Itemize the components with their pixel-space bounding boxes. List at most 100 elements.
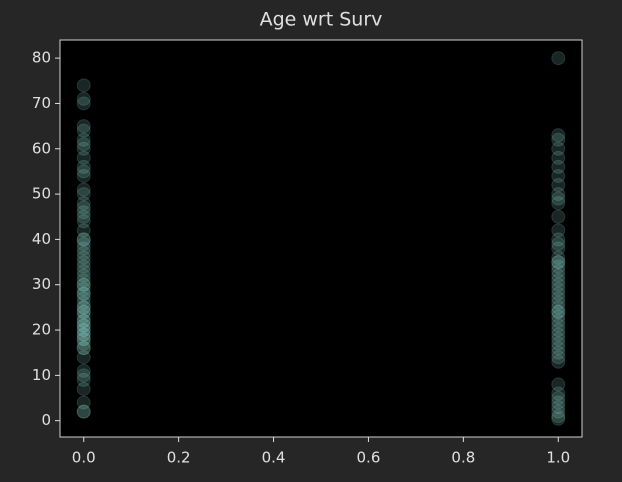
point bbox=[76, 350, 91, 365]
point bbox=[551, 191, 566, 206]
point bbox=[551, 209, 566, 224]
point bbox=[76, 313, 91, 328]
point bbox=[551, 391, 566, 406]
point bbox=[76, 78, 91, 93]
point bbox=[76, 119, 91, 134]
y-tick-label: 20 bbox=[32, 321, 51, 339]
point bbox=[551, 273, 566, 288]
point bbox=[76, 304, 91, 319]
point bbox=[551, 255, 566, 270]
point bbox=[551, 309, 566, 324]
point bbox=[76, 336, 91, 351]
point bbox=[76, 381, 91, 396]
x-tick-label: 0.0 bbox=[72, 449, 96, 467]
point bbox=[551, 300, 566, 315]
point bbox=[76, 273, 91, 288]
point bbox=[76, 223, 91, 238]
point bbox=[76, 277, 91, 292]
x-tick-label: 0.4 bbox=[262, 449, 286, 467]
point bbox=[76, 286, 91, 301]
point bbox=[76, 313, 91, 328]
y-tick-label: 70 bbox=[32, 94, 51, 112]
point bbox=[76, 132, 91, 147]
point bbox=[76, 368, 91, 383]
chart-title: Age wrt Surv bbox=[260, 9, 383, 31]
y-tick-label: 40 bbox=[32, 230, 51, 248]
point bbox=[551, 304, 566, 319]
point bbox=[551, 128, 566, 143]
point bbox=[76, 268, 91, 283]
point bbox=[76, 255, 91, 270]
point bbox=[551, 332, 566, 347]
plot-area bbox=[59, 39, 583, 438]
point bbox=[551, 409, 566, 424]
point bbox=[551, 187, 566, 202]
point bbox=[76, 91, 91, 106]
point bbox=[551, 168, 566, 183]
point bbox=[76, 141, 91, 156]
point bbox=[76, 187, 91, 202]
x-tick-label: 0.2 bbox=[167, 449, 191, 467]
point bbox=[551, 350, 566, 365]
point bbox=[76, 404, 91, 419]
point bbox=[551, 51, 566, 66]
point bbox=[551, 341, 566, 356]
point bbox=[76, 164, 91, 179]
point bbox=[76, 250, 91, 265]
point bbox=[76, 264, 91, 279]
point bbox=[551, 232, 566, 247]
point bbox=[76, 196, 91, 211]
point bbox=[551, 313, 566, 328]
point bbox=[76, 150, 91, 165]
point bbox=[551, 386, 566, 401]
point bbox=[551, 241, 566, 256]
point bbox=[76, 332, 91, 347]
point bbox=[76, 168, 91, 183]
point bbox=[76, 327, 91, 342]
point bbox=[551, 291, 566, 306]
point bbox=[76, 295, 91, 310]
point bbox=[76, 318, 91, 333]
point bbox=[76, 318, 91, 333]
point bbox=[76, 363, 91, 378]
point bbox=[76, 304, 91, 319]
point bbox=[76, 200, 91, 215]
point bbox=[551, 178, 566, 193]
point bbox=[76, 236, 91, 251]
point bbox=[76, 259, 91, 274]
point bbox=[76, 182, 91, 197]
point bbox=[551, 400, 566, 415]
point bbox=[551, 282, 566, 297]
point bbox=[76, 332, 91, 347]
x-tick-label: 0.6 bbox=[357, 449, 381, 467]
point bbox=[76, 277, 91, 292]
point bbox=[76, 123, 91, 138]
point bbox=[551, 223, 566, 238]
point bbox=[76, 341, 91, 356]
point bbox=[551, 404, 566, 419]
point bbox=[76, 291, 91, 306]
point bbox=[76, 282, 91, 297]
point bbox=[76, 241, 91, 256]
point bbox=[551, 236, 566, 251]
point bbox=[551, 295, 566, 310]
point bbox=[551, 159, 566, 174]
point bbox=[551, 318, 566, 333]
point bbox=[76, 300, 91, 315]
point bbox=[551, 264, 566, 279]
point bbox=[551, 395, 566, 410]
point bbox=[551, 286, 566, 301]
point bbox=[76, 323, 91, 338]
point bbox=[551, 277, 566, 292]
point bbox=[76, 214, 91, 229]
point bbox=[76, 309, 91, 324]
y-tick-label: 60 bbox=[32, 139, 51, 157]
point bbox=[551, 411, 566, 426]
point bbox=[76, 286, 91, 301]
point bbox=[76, 300, 91, 315]
point bbox=[551, 323, 566, 338]
point bbox=[76, 232, 91, 247]
point bbox=[551, 132, 566, 147]
point bbox=[551, 377, 566, 392]
